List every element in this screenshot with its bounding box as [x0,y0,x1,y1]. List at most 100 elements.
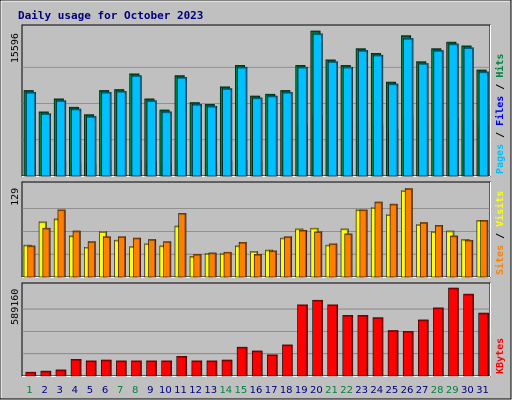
y-max-label-visits-sites: 129 [10,188,21,206]
bar-hits-files-pages-pages-day-8 [131,75,142,177]
bar-hits-files-pages-pages-day-23 [358,50,369,177]
bar-kbytes-kbytes-day-3 [55,369,67,377]
y-max-label-kbytes: 589160 [10,289,21,325]
bar-hits-files-pages-pages-day-16 [252,97,263,177]
day-label-18: 18 [280,385,293,396]
day-label-9: 9 [147,385,153,396]
bar-visits-sites-sites-day-16 [253,254,262,278]
bar-visits-sites-sites-day-23 [359,209,368,278]
bar-hits-files-pages-pages-day-20 [312,33,323,177]
bar-kbytes-kbytes-day-12 [191,360,203,377]
day-label-30: 30 [461,385,474,396]
bar-visits-sites-sites-day-31 [480,220,489,278]
bar-hits-files-pages-pages-day-21 [327,61,338,177]
y-max-label-hits-files-pages: 15596 [10,33,21,63]
bar-kbytes-kbytes-day-19 [297,304,308,377]
bar-hits-files-pages-pages-day-10 [161,111,172,177]
bar-visits-sites-sites-day-11 [178,213,187,278]
bar-visits-sites-sites-day-15 [238,242,247,278]
bar-hits-files-pages-pages-day-28 [433,50,444,177]
bar-hits-files-pages-pages-day-3 [56,100,67,177]
bar-kbytes-kbytes-day-27 [418,319,429,377]
day-label-28: 28 [431,385,444,396]
bar-visits-sites-sites-day-24 [374,201,383,278]
bar-kbytes-kbytes-day-28 [433,307,444,377]
bar-hits-files-pages-pages-day-27 [418,63,429,177]
y-label-separator: / [495,78,506,96]
day-label-11: 11 [174,385,187,396]
day-label-16: 16 [250,385,263,396]
bar-hits-files-pages-pages-day-26 [403,38,414,177]
bar-kbytes-kbytes-day-2 [40,370,52,377]
bar-kbytes-kbytes-day-16 [251,350,263,377]
bar-hits-files-pages-pages-day-15 [237,66,248,177]
bar-visits-sites-sites-day-19 [299,230,308,278]
bar-kbytes-kbytes-day-5 [85,360,97,377]
bar-hits-files-pages-pages-day-22 [342,66,353,177]
day-label-22: 22 [340,385,353,396]
bar-hits-files-pages-pages-day-14 [222,88,233,177]
bar-kbytes-kbytes-day-11 [176,356,188,377]
day-label-20: 20 [310,385,323,396]
chart-title: Daily usage for October 2023 [18,9,203,22]
bar-kbytes-kbytes-day-18 [282,344,293,377]
bar-hits-files-pages-pages-day-17 [267,95,278,177]
bar-kbytes-kbytes-day-25 [387,330,399,377]
bar-visits-sites-sites-day-13 [208,252,217,278]
bar-kbytes-kbytes-day-23 [357,315,369,377]
bar-hits-files-pages-pages-day-24 [373,54,384,177]
bar-visits-sites-sites-day-21 [329,243,338,278]
bar-visits-sites-sites-day-17 [269,250,277,278]
y-label-part: Hits [494,54,506,78]
bar-visits-sites-sites-day-8 [133,237,141,278]
y-label-kbytes: KBytes [495,338,506,374]
bar-hits-files-pages-pages-day-11 [176,77,187,177]
bar-hits-files-pages-pages-day-30 [463,47,474,177]
bar-kbytes-kbytes-day-21 [327,304,339,377]
day-label-3: 3 [57,385,63,396]
day-label-24: 24 [370,385,383,396]
bar-visits-sites-sites-day-9 [148,239,157,278]
day-label-4: 4 [72,385,78,396]
day-label-25: 25 [386,385,399,396]
y-label-part: KBytes [495,338,506,374]
bar-kbytes-kbytes-day-15 [236,346,248,377]
day-label-1: 1 [26,385,32,396]
day-label-6: 6 [102,385,108,396]
bar-kbytes-kbytes-day-29 [448,287,459,377]
bar-kbytes-kbytes-day-26 [402,330,414,377]
bar-kbytes-kbytes-day-9 [146,360,157,377]
bar-hits-files-pages-pages-day-12 [192,104,202,177]
bar-visits-sites-sites-day-30 [465,239,474,278]
bar-hits-files-pages-pages-day-2 [41,113,52,177]
bar-kbytes-kbytes-day-6 [100,359,112,377]
bar-visits-sites-sites-day-25 [389,203,398,278]
day-label-23: 23 [355,385,368,396]
day-label-21: 21 [325,385,338,396]
bar-kbytes-kbytes-day-14 [221,359,233,377]
y-label-visits-sites: Sites / Visits [494,191,506,275]
bar-hits-files-pages-pages-day-5 [86,116,97,177]
day-label-8: 8 [132,385,138,396]
bar-visits-sites-sites-day-7 [118,236,126,278]
day-label-31: 31 [476,385,489,396]
bar-kbytes-kbytes-day-13 [206,360,218,377]
bar-hits-files-pages-pages-day-1 [25,92,36,177]
bar-kbytes-kbytes-day-31 [478,312,489,377]
y-label-part: Pages [495,144,506,174]
bar-hits-files-pages-pages-day-31 [478,71,489,177]
bar-visits-sites-sites-day-14 [223,251,232,278]
bar-visits-sites-sites-day-3 [57,209,66,278]
bar-kbytes-kbytes-day-10 [161,360,172,377]
bar-kbytes-kbytes-day-24 [372,317,384,377]
bar-kbytes-kbytes-day-20 [312,299,323,377]
bar-visits-sites-sites-day-18 [284,236,292,278]
bar-visits-sites-sites-day-26 [404,188,413,278]
bar-visits-sites-sites-day-5 [87,241,96,278]
day-label-10: 10 [159,385,172,396]
bar-kbytes-kbytes-day-30 [463,293,474,377]
bar-hits-files-pages-pages-day-19 [297,66,308,177]
bar-visits-sites-sites-day-22 [344,233,353,278]
day-label-19: 19 [295,385,308,396]
bar-visits-sites-sites-day-10 [163,241,172,278]
